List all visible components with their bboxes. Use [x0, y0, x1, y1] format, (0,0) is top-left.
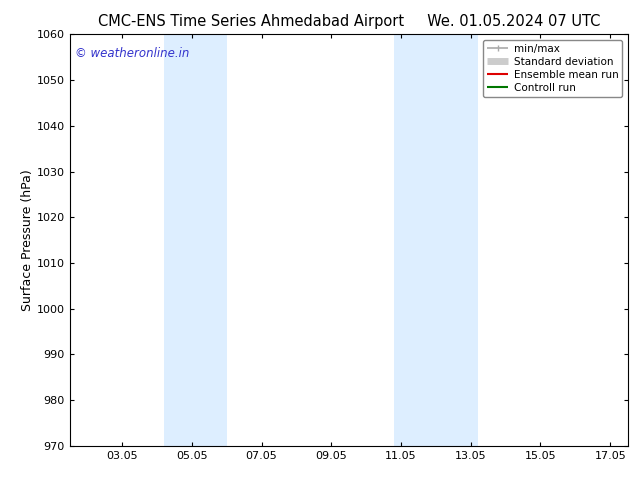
- Bar: [394, 34, 477, 446]
- Title: CMC-ENS Time Series Ahmedabad Airport     We. 01.05.2024 07 UTC: CMC-ENS Time Series Ahmedabad Airport We…: [98, 14, 600, 29]
- Bar: [164, 34, 227, 446]
- Legend: min/max, Standard deviation, Ensemble mean run, Controll run: min/max, Standard deviation, Ensemble me…: [483, 40, 623, 97]
- Text: © weatheronline.in: © weatheronline.in: [75, 47, 190, 60]
- Y-axis label: Surface Pressure (hPa): Surface Pressure (hPa): [21, 169, 34, 311]
